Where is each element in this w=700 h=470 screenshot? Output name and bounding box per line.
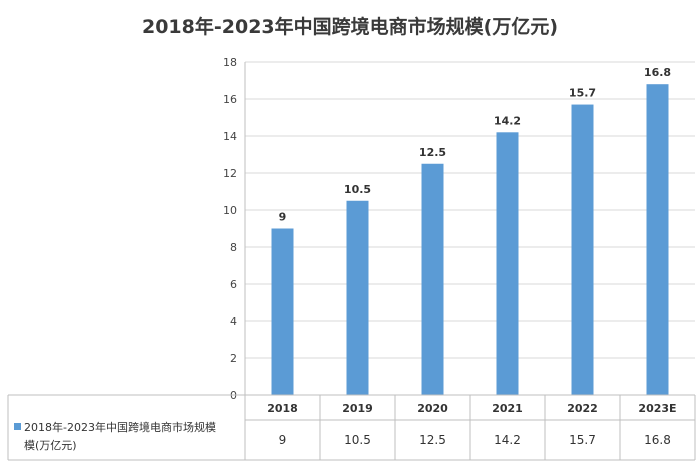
y-tick-label: 18 (223, 56, 237, 69)
y-tick-label: 14 (223, 130, 237, 143)
category-label-2023E: 2023E (638, 402, 676, 415)
y-tick-label: 10 (223, 204, 237, 217)
chart-title: 2018年-2023年中国跨境电商市场规模(万亿元) (141, 16, 558, 38)
data-label-2019: 10.5 (344, 183, 371, 196)
table-value-2019: 10.5 (344, 433, 371, 447)
legend-label-line1: 2018年-2023年中国跨境电商市场规模 (24, 420, 216, 434)
y-tick-label: 2 (230, 352, 237, 365)
category-label-2019: 2019 (342, 402, 373, 415)
y-tick-label: 8 (230, 241, 237, 254)
data-label-2023E: 16.8 (644, 66, 671, 79)
data-label-2018: 9 (279, 211, 287, 224)
category-label-2021: 2021 (492, 402, 523, 415)
y-tick-label: 4 (230, 315, 237, 328)
table-value-2023E: 16.8 (644, 433, 671, 447)
y-tick-label: 16 (223, 93, 237, 106)
data-label-2020: 12.5 (419, 146, 446, 159)
legend-swatch (14, 423, 21, 430)
data-label-2021: 14.2 (494, 114, 521, 127)
table-value-2020: 12.5 (419, 433, 446, 447)
bar-2019 (346, 200, 369, 395)
y-tick-label: 12 (223, 167, 237, 180)
category-label-2022: 2022 (567, 402, 598, 415)
table-value-2022: 15.7 (569, 433, 596, 447)
category-label-2020: 2020 (417, 402, 448, 415)
y-tick-label: 6 (230, 278, 237, 291)
legend-label-line2: 模(万亿元) (24, 439, 77, 452)
bar-2021 (496, 132, 519, 396)
category-label-2018: 2018 (267, 402, 298, 415)
table-value-2018: 9 (279, 433, 287, 447)
data-label-2022: 15.7 (569, 87, 596, 100)
bar-2022 (571, 104, 594, 396)
bar-2020 (421, 163, 444, 395)
bar-2023E (646, 84, 669, 395)
bar-2018 (271, 228, 294, 395)
table-value-2021: 14.2 (494, 433, 521, 447)
